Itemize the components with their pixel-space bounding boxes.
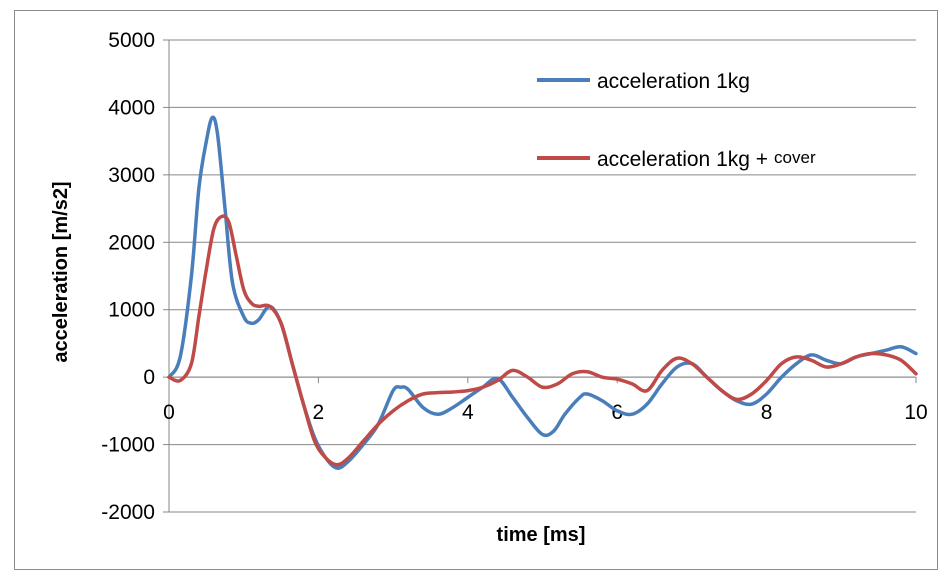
series-lines (167, 115, 918, 470)
y-tick-label-1: -1000 (101, 434, 155, 457)
legend-label-series-1: acceleration 1kg (597, 70, 750, 93)
y-tick-label-4: 2000 (108, 231, 155, 254)
y-tick-labels: -2000 -1000 0 1000 2000 3000 4000 5000 (101, 29, 155, 524)
legend-label-series-2: acceleration 1kg + cover (597, 148, 816, 171)
x-axis-title: time [ms] (497, 524, 586, 546)
x-tick-label-0: 0 (163, 401, 175, 424)
x-tick-labels: 0 2 4 6 8 10 (163, 401, 928, 424)
x-tick-label-5: 10 (904, 401, 927, 424)
gridlines (169, 39, 916, 513)
y-axis-title: acceleration [m/s2] (50, 181, 72, 362)
series-line-2 (167, 214, 918, 467)
chart-frame (14, 10, 938, 570)
axes (163, 39, 917, 513)
y-tick-label-5: 3000 (108, 164, 155, 187)
legend: acceleration 1kg acceleration 1kg + cover (537, 70, 816, 171)
y-tick-label-0: -2000 (101, 501, 155, 524)
y-tick-label-7: 5000 (108, 29, 155, 52)
series-line-1 (167, 115, 918, 470)
y-tick-label-6: 4000 (108, 96, 155, 119)
y-tick-label-3: 1000 (108, 299, 155, 322)
x-tick-label-1: 2 (313, 401, 325, 424)
y-tick-label-2: 0 (143, 366, 155, 389)
x-tick-label-4: 8 (761, 401, 773, 424)
legend-label-series-2-suffix: cover (774, 148, 816, 167)
legend-label-series-2-main: acceleration 1kg + (597, 148, 768, 171)
x-tick-label-2: 4 (462, 401, 474, 424)
